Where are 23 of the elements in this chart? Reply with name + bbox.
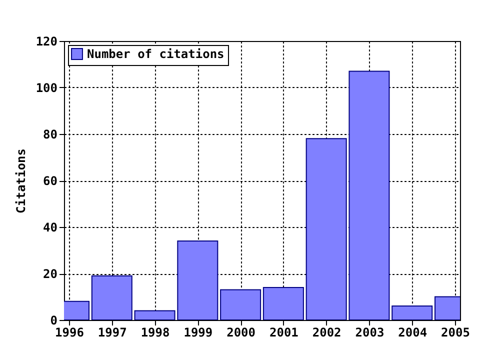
y-tick-label: 0 <box>50 314 58 328</box>
x-tick-label: 2005 <box>441 326 470 340</box>
bar <box>392 306 433 320</box>
x-tick-label: 2001 <box>269 326 298 340</box>
x-tick-label: 2004 <box>398 326 428 340</box>
y-tick-label: 80 <box>43 128 58 142</box>
x-tick-label: 2002 <box>312 326 342 340</box>
x-tick-label: 2000 <box>226 326 256 340</box>
y-tick-label: 20 <box>43 267 58 281</box>
x-tick-label: 2003 <box>355 326 384 340</box>
y-tick-label: 100 <box>36 81 58 95</box>
x-tick-label: 1998 <box>140 326 170 340</box>
y-tick-label: 120 <box>36 34 58 48</box>
bar <box>262 286 304 320</box>
bar <box>220 289 262 320</box>
x-tick-label: 1996 <box>55 326 84 340</box>
y-tick-label: 60 <box>43 174 58 188</box>
x-tick-label: 1997 <box>98 326 127 340</box>
x-tick-label: 1999 <box>184 326 213 340</box>
legend-label: Number of citations <box>87 47 224 61</box>
y-axis-title: Citations <box>14 148 28 214</box>
bar <box>91 275 132 320</box>
y-tick-label: 40 <box>43 220 58 234</box>
